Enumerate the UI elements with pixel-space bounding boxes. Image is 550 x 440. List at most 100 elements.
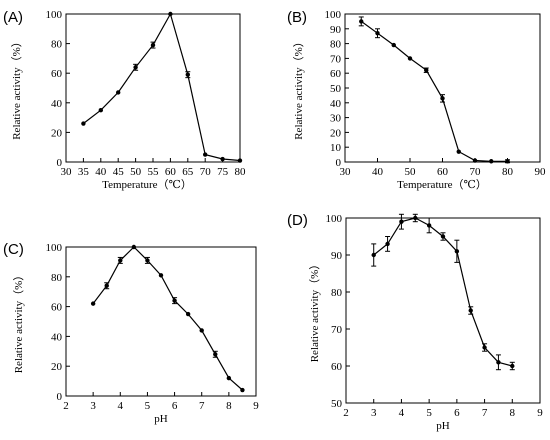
x-tick-label: 80 [235,166,247,178]
data-point [426,223,432,228]
y-tick-label: 100 [326,213,343,225]
panel-2: (B) 30 40 50 60 70 80 90 0 10 20 30 40 50 60 70 80 90 100 T… [287,9,546,191]
x-tick-label: 9 [253,400,259,412]
data-point [145,258,150,263]
data-point [81,121,86,126]
x-tick-label: 8 [510,407,516,419]
data-point [199,328,204,333]
x-tick-label: 3 [90,400,96,412]
y-tick-label: 60 [51,68,63,80]
y-tick-label: 0 [336,157,342,169]
y-tick-label: 90 [330,24,342,36]
data-point [158,273,164,278]
data-point [505,159,510,164]
y-tick-label: 60 [51,302,63,314]
series-line [92,246,243,391]
data-point [399,219,404,224]
data-point [359,19,364,24]
data-point [240,387,245,393]
data-point [440,96,445,101]
x-tick-label: 7 [482,407,488,419]
y-tick-label: 0 [57,391,63,403]
x-tick-label: 6 [454,407,460,419]
plot-frame [65,246,257,397]
y-tick-label: 30 [330,113,342,125]
x-tick-label: 90 [535,166,547,178]
data-point [104,283,109,288]
data-point [489,159,494,164]
x-tick-label: 50 [405,166,417,178]
data-point [203,152,208,157]
panel-label: (D) [287,212,308,229]
panel-label: (B) [287,9,307,26]
x-tick-label: 35 [78,166,90,178]
data-point [424,68,429,73]
panel-3: (C) 2 3 4 5 6 7 8 9 0 20 40 60 80 100 pH Relative activi… [3,241,259,425]
data-point [472,158,478,163]
y-tick-label: 50 [331,398,343,410]
x-tick-label: 5 [145,400,151,412]
data-point [185,311,191,317]
y-tick-label: 90 [331,250,343,262]
data-point [150,42,156,48]
y-axis-title: Relative activity（%） [308,259,321,363]
x-tick-label: 8 [226,400,232,412]
y-tick-label: 80 [51,39,63,51]
panel-4: (D) 2 3 4 5 6 7 8 9 50 60 70 80 90 100 pH Relative activ… [287,212,543,432]
data-point [90,301,96,306]
data-point [237,158,243,163]
data-point [454,249,460,254]
x-tick-label: 65 [182,166,194,178]
data-point [391,42,396,48]
data-point [440,234,446,239]
x-tick-label: 60 [165,166,177,178]
y-tick-label: 40 [51,98,63,110]
x-tick-label: 40 [372,166,384,178]
data-point [118,258,123,263]
y-tick-label: 0 [57,157,63,169]
y-axis-title: Relative activity（%） [10,36,23,140]
data-point [456,149,461,154]
x-tick-label: 55 [148,166,160,178]
x-tick-label: 7 [199,400,205,412]
data-point [131,244,137,250]
data-point [116,90,121,95]
data-point [375,31,380,36]
x-tick-label: 3 [371,407,377,419]
x-tick-label: 30 [61,166,73,178]
data-point [98,108,104,113]
panel-1: (A) 30 35 40 45 50 55 60 65 70 75 80 0 20 40 60 80 100 Tem… [3,9,246,191]
data-point [168,11,173,17]
x-tick-label: 2 [63,400,69,412]
x-tick-label: 2 [343,407,349,419]
data-point [385,241,390,247]
panel-label: (C) [3,241,24,258]
y-tick-label: 10 [330,142,342,154]
data-point [133,65,138,70]
y-tick-label: 80 [331,287,343,299]
y-tick-label: 70 [330,53,342,65]
x-tick-label: 50 [130,166,142,178]
data-point [413,215,418,221]
x-axis-title: Temperature（℃） [397,178,487,191]
y-axis-title: Relative activity（%） [292,36,305,140]
data-point [226,375,232,381]
y-tick-label: 100 [46,9,63,21]
data-point [213,352,218,357]
plot-frame [345,217,541,404]
data-point [371,252,376,258]
data-point [407,56,413,61]
data-point [496,360,501,365]
y-tick-label: 40 [330,98,342,110]
x-tick-label: 80 [502,166,514,178]
data-point [482,345,487,350]
x-tick-label: 9 [537,407,543,419]
y-tick-label: 50 [330,83,342,95]
x-axis-title: pH [154,413,168,425]
x-tick-label: 6 [172,400,178,412]
y-tick-label: 20 [51,127,63,139]
x-tick-label: 70 [470,166,482,178]
x-tick-label: 5 [426,407,432,419]
y-tick-label: 20 [330,127,342,139]
